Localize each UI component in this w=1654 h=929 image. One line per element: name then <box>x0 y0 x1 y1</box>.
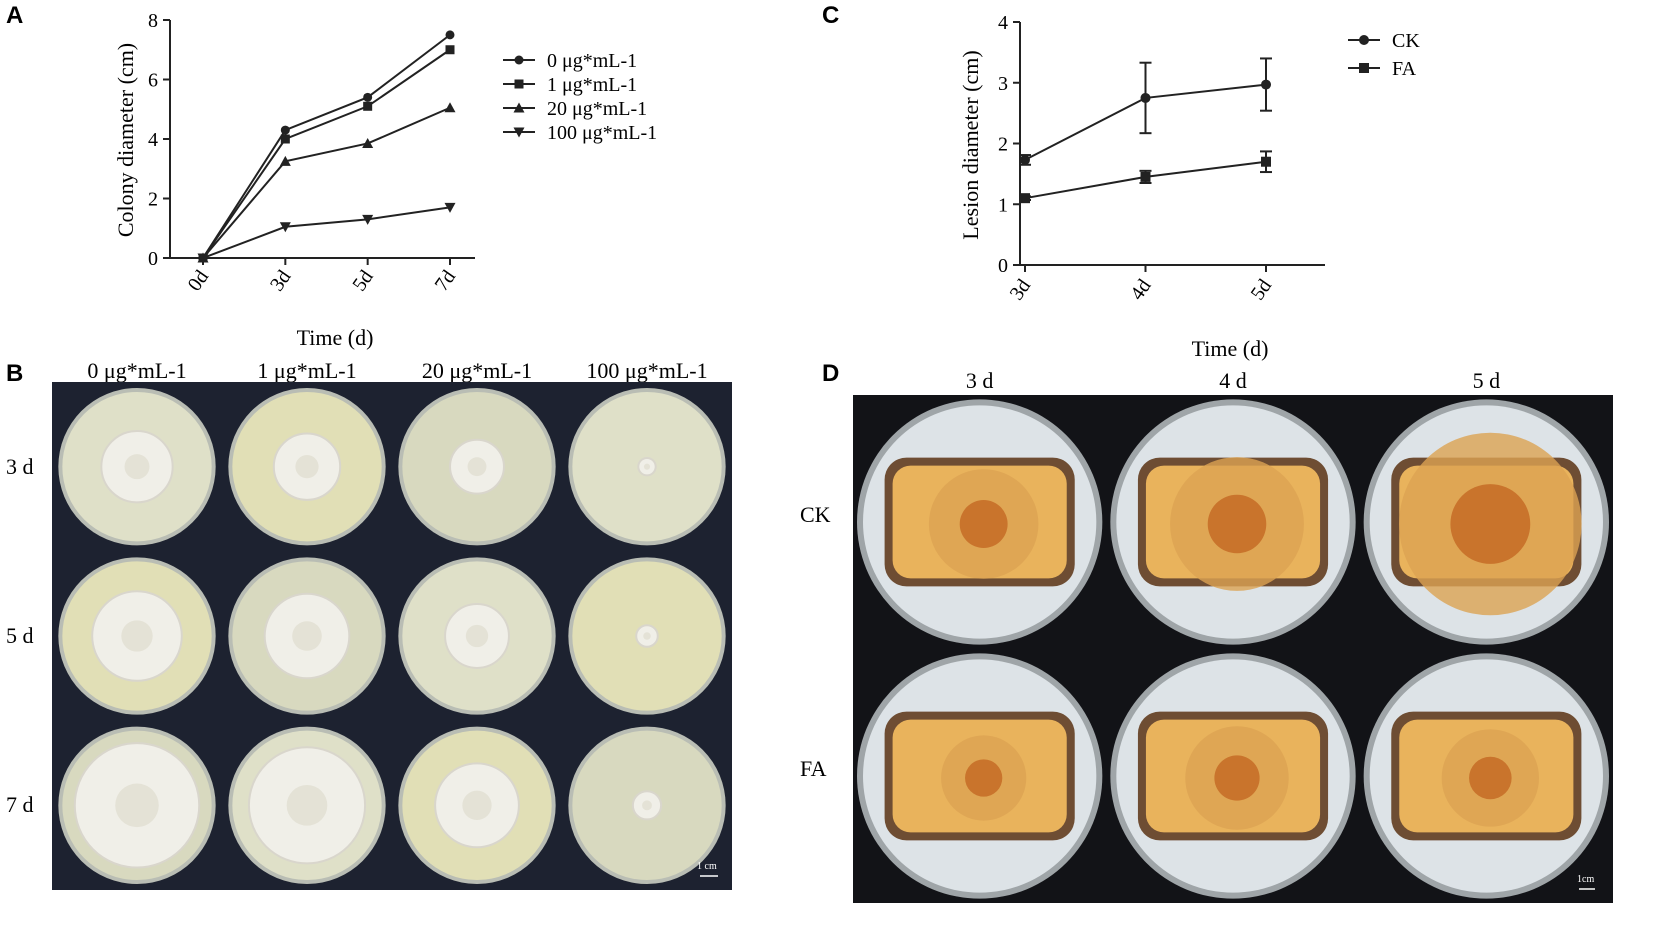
plate-column-label: 100 μg*mL-1 <box>586 358 708 383</box>
colony-center <box>286 785 328 826</box>
chart-a-data-point <box>444 202 456 213</box>
colony-center <box>465 624 489 648</box>
chart-c-legend-marker <box>1359 35 1369 45</box>
lesion <box>1214 755 1260 801</box>
tuber-column-label: 3 d <box>965 368 994 393</box>
lesion <box>1450 484 1531 564</box>
tuber-row-label: CK <box>800 502 831 527</box>
chart-c-legend-marker <box>1359 63 1369 73</box>
chart-c-y-tick-label: 3 <box>998 73 1008 95</box>
chart-a-series-line <box>202 34 451 259</box>
chart-a-data-point <box>445 45 455 55</box>
chart-c-y-tick-label: 1 <box>998 194 1008 216</box>
chart-a-data-point <box>444 102 456 113</box>
chart-c-x-tick-label: 3d <box>1006 275 1035 304</box>
chart-a-legend-marker <box>513 127 525 138</box>
colony-center <box>115 783 159 828</box>
chart-c-y-tick-label: 0 <box>998 255 1008 277</box>
chart-a-data-point <box>280 134 290 144</box>
tuber-photo-grid: 1cm <box>853 395 1613 903</box>
chart-a-legend-entry: 20 μg*mL-1 <box>547 98 647 120</box>
colony-center <box>643 463 651 470</box>
plate-column-label: 0 μg*mL-1 <box>87 358 187 383</box>
chart-a-x-tick-label: 3d <box>266 266 295 295</box>
chart-a-legend-entry: 1 μg*mL-1 <box>547 74 637 96</box>
colony-center <box>643 632 651 640</box>
chart-a-series-line <box>202 206 451 259</box>
plate-column-label: 1 μg*mL-1 <box>257 358 357 383</box>
chart-a-xlabel: Time (d) <box>297 325 374 350</box>
chart-c-x-tick-label: 4d <box>1126 275 1155 304</box>
panel-letter-c: C <box>822 2 840 29</box>
lesion <box>959 500 1008 548</box>
chart-a-legend-marker <box>513 102 525 113</box>
chart-a-data-point <box>363 101 373 111</box>
chart-a-data-point <box>279 155 291 166</box>
plate-column-label: 20 μg*mL-1 <box>421 358 533 383</box>
colony-center <box>292 621 322 651</box>
lesion <box>1207 494 1267 554</box>
lesion <box>1469 756 1512 800</box>
chart-a-y-tick-label: 2 <box>148 189 158 211</box>
chart-c-xlabel: Time (d) <box>1192 336 1269 361</box>
scale-bar-label: 1cm <box>1577 874 1594 885</box>
scale-bar-label: 1 cm <box>697 861 717 872</box>
chart-a-data-point <box>445 30 455 40</box>
chart-a-legend-marker <box>514 55 524 65</box>
chart-c-data-point <box>1261 156 1271 167</box>
colony-center <box>295 455 319 479</box>
chart-a-x-tick-label: 0d <box>184 266 213 295</box>
chart-c-y-tick-label: 4 <box>998 12 1008 34</box>
chart-c-legend-entry: FA <box>1392 58 1417 80</box>
plate-row-label: 3 d <box>6 453 34 479</box>
chart-a-data-point <box>363 92 373 102</box>
chart-a-legend-entry: 0 μg*mL-1 <box>547 50 637 72</box>
chart-a-ylabel: Colony diameter (cm) <box>113 43 138 237</box>
panel-letter-a: A <box>6 2 24 29</box>
chart-c-data-point <box>1140 171 1151 182</box>
chart-c-data-point <box>1020 193 1030 204</box>
chart-a-data-point <box>280 125 290 135</box>
chart-a-y-tick-label: 0 <box>148 248 158 270</box>
chart-c-data-point <box>1020 154 1030 165</box>
panel-letter-b: B <box>6 360 24 387</box>
tuber-column-label: 4 d <box>1219 368 1247 393</box>
chart-a-data-point <box>197 253 209 264</box>
colony-center <box>462 790 492 820</box>
chart-a-series-line <box>202 106 451 259</box>
chart-c-data-point <box>1261 79 1271 90</box>
chart-a-data-point <box>362 137 374 148</box>
chart-a-data-point <box>362 214 374 225</box>
chart-a-legend-entry: 100 μg*mL-1 <box>547 122 657 144</box>
chart-c-legend-entry: CK <box>1392 30 1420 52</box>
chart-a-y-tick-label: 8 <box>148 10 158 32</box>
chart-a-x-tick-label: 5d <box>348 266 377 295</box>
chart-c-x-tick-label: 5d <box>1247 275 1276 304</box>
tuber-column-label: 5 d <box>1472 368 1501 393</box>
chart-c: 0 1 2 3 4 3d 4d 5d CK FA Time (d) Lesion diameter… <box>958 12 1420 361</box>
tuber-row-label: FA <box>800 756 827 781</box>
chart-a-y-tick-label: 6 <box>148 70 158 92</box>
panel-letter-d: D <box>822 360 840 387</box>
chart-a-x-tick-label: 7d <box>431 266 460 295</box>
chart-c-y-tick-label: 2 <box>998 134 1008 156</box>
chart-c-ylabel: Lesion diameter (cm) <box>958 50 983 239</box>
plate-row-label: 5 d <box>6 623 34 648</box>
colony-center <box>121 620 153 652</box>
chart-c-data-point <box>1140 92 1151 103</box>
colony-center <box>124 454 150 480</box>
plate-row-label: 7 d <box>6 792 34 818</box>
chart-a-series-line <box>202 48 451 259</box>
chart-a-legend-marker <box>514 79 524 89</box>
plate-photo-grid: 1 cm <box>52 382 732 890</box>
chart-a: 0 2 4 6 8 0d 3d 5d 7d 0 μg*mL-11 μg*mL-120 μg*mL-… <box>113 10 657 350</box>
chart-a-data-point <box>279 222 291 233</box>
chart-a-y-tick-label: 4 <box>148 129 158 151</box>
lesion <box>965 759 1003 797</box>
colony-center <box>467 457 487 477</box>
colony-center <box>642 800 652 811</box>
